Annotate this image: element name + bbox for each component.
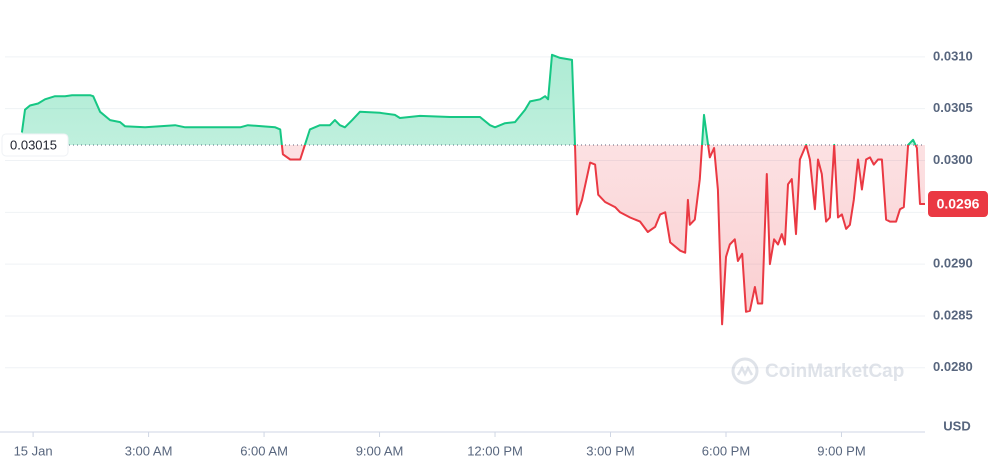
x-tick-label: 9:00 AM	[356, 443, 404, 458]
y-tick-label: 0.0305	[933, 100, 973, 115]
area-down	[281, 144, 925, 325]
x-tick-label: 3:00 AM	[125, 443, 173, 458]
y-tick-label: 0.0280	[933, 359, 973, 374]
watermark-text: CoinMarketCap	[765, 361, 904, 382]
watermark: CoinMarketCap	[731, 357, 904, 385]
price-line-up	[20, 53, 917, 145]
x-tick-label: 3:00 PM	[586, 443, 634, 458]
y-tick-label: 0.0300	[933, 152, 973, 167]
y-tick-label: 0.0285	[933, 307, 973, 322]
x-tick-label: 15 Jan	[14, 443, 53, 458]
current-price-label: 0.0296	[937, 196, 980, 212]
x-tick-label: 6:00 AM	[240, 443, 288, 458]
baseline-label: 0.03015	[10, 137, 57, 152]
y-tick-label: 0.0290	[933, 256, 973, 271]
baseline-label-box	[1, 133, 69, 157]
area-up	[21, 54, 925, 145]
y-unit: USD	[943, 418, 970, 433]
current-price-badge	[928, 191, 988, 218]
x-tick-label: 9:00 PM	[817, 443, 865, 458]
price-line-down	[280, 144, 925, 326]
y-tick-label: 0.0310	[933, 48, 973, 63]
x-tick-label: 6:00 PM	[702, 443, 750, 458]
x-tick-label: 12:00 PM	[467, 443, 523, 458]
